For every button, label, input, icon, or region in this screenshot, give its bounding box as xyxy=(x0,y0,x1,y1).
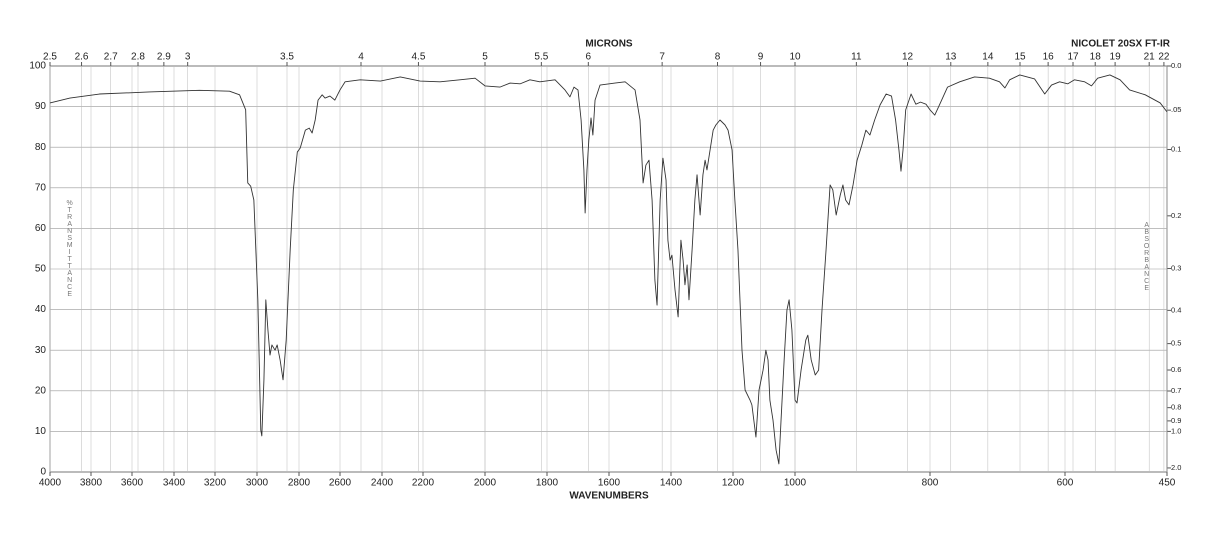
y-tick-label: 20 xyxy=(35,385,47,396)
y2-tick-label: 0.8 xyxy=(1171,403,1181,412)
y-tick-label: 40 xyxy=(35,304,47,315)
x-tick-label: 3800 xyxy=(80,478,103,489)
x-tick-label: 2200 xyxy=(412,478,435,489)
y-axis-label: %TRANSMITTANCE xyxy=(66,200,73,298)
y2-tick-label: 0.2 xyxy=(1171,211,1181,220)
x-tick-label: 800 xyxy=(922,478,939,489)
y2-tick-label: 0.0 xyxy=(1171,61,1181,70)
x2-tick-label: 14 xyxy=(982,52,994,63)
x2-tick-label: 13 xyxy=(945,52,957,63)
x2-tick-label: 2.8 xyxy=(131,52,145,63)
x-tick-label: 1400 xyxy=(660,478,683,489)
x2-tick-label: 5 xyxy=(482,52,488,63)
y2-tick-label: .05 xyxy=(1171,105,1181,114)
x2-tick-label: 4 xyxy=(358,52,364,63)
y2-tick-label: 0.1 xyxy=(1171,144,1181,153)
x2-tick-label: 2.6 xyxy=(75,52,89,63)
y2-tick-label: 0.5 xyxy=(1171,339,1181,348)
y2-tick-label: 0.3 xyxy=(1171,264,1181,273)
chart-title: NICOLET 20SX FT-IR xyxy=(1071,39,1171,50)
y2-tick-label: 0.9 xyxy=(1171,416,1181,425)
x2-tick-label: 3.5 xyxy=(280,52,294,63)
y-tick-label: 70 xyxy=(35,182,47,193)
x2-tick-label: 12 xyxy=(902,52,914,63)
x2-tick-label: 22 xyxy=(1158,52,1170,63)
x2-tick-label: 4.5 xyxy=(411,52,425,63)
x-tick-label: 1800 xyxy=(536,478,559,489)
y2-tick-label: 1.0 xyxy=(1171,426,1181,435)
x2-tick-label: 7 xyxy=(659,52,665,63)
y2-tick-label: 0.6 xyxy=(1171,365,1181,374)
x-tick-label: 2000 xyxy=(474,478,497,489)
x-tick-label: 4000 xyxy=(39,478,62,489)
x2-tick-label: 16 xyxy=(1043,52,1055,63)
top-axis-label: MICRONS xyxy=(585,39,633,50)
x2-tick-label: 6 xyxy=(586,52,592,63)
x2-tick-label: 5.5 xyxy=(534,52,548,63)
y2-tick-label: 2.0 xyxy=(1171,463,1181,472)
x-tick-label: 1200 xyxy=(722,478,745,489)
x2-tick-label: 2.5 xyxy=(43,52,57,63)
y-tick-label: 50 xyxy=(35,264,47,275)
y2-tick-label: 0.4 xyxy=(1171,305,1181,314)
x-axis-label: WAVENUMBERS xyxy=(569,491,649,502)
x2-tick-label: 10 xyxy=(789,52,801,63)
x-tick-label: 3400 xyxy=(163,478,186,489)
y-tick-label: 100 xyxy=(29,61,46,72)
x2-tick-label: 2.9 xyxy=(157,52,171,63)
y2-tick-label: 0.7 xyxy=(1171,386,1181,395)
y-tick-label: 80 xyxy=(35,142,47,153)
x2-tick-label: 17 xyxy=(1067,52,1079,63)
x-tick-label: 2600 xyxy=(329,478,352,489)
x-tick-label: 2800 xyxy=(288,478,311,489)
spectrum-line xyxy=(49,74,1168,465)
x-tick-label: 3200 xyxy=(204,478,227,489)
y-tick-label: 30 xyxy=(35,345,47,356)
x-tick-label: 3600 xyxy=(121,478,144,489)
y-tick-label: 90 xyxy=(35,101,47,112)
y-tick-label: 60 xyxy=(35,223,47,234)
x-tick-label: 1000 xyxy=(784,478,807,489)
x-tick-label: 1600 xyxy=(598,478,621,489)
y-tick-label: 10 xyxy=(35,426,47,437)
x2-tick-label: 19 xyxy=(1110,52,1122,63)
x2-tick-label: 8 xyxy=(715,52,721,63)
x-tick-label: 600 xyxy=(1057,478,1074,489)
x2-tick-label: 21 xyxy=(1144,52,1156,63)
x2-tick-label: 2.7 xyxy=(104,52,118,63)
x-tick-label: 450 xyxy=(1159,478,1176,489)
y-tick-label: 0 xyxy=(40,467,46,478)
x2-tick-label: 3 xyxy=(185,52,191,63)
x-tick-label: 3000 xyxy=(246,478,269,489)
x2-tick-label: 9 xyxy=(758,52,764,63)
x2-tick-label: 15 xyxy=(1014,52,1026,63)
x2-tick-label: 18 xyxy=(1090,52,1102,63)
y2-axis-label: ABSORBANCE xyxy=(1143,222,1150,292)
x-tick-label: 2400 xyxy=(371,478,394,489)
x2-tick-label: 11 xyxy=(851,52,862,63)
